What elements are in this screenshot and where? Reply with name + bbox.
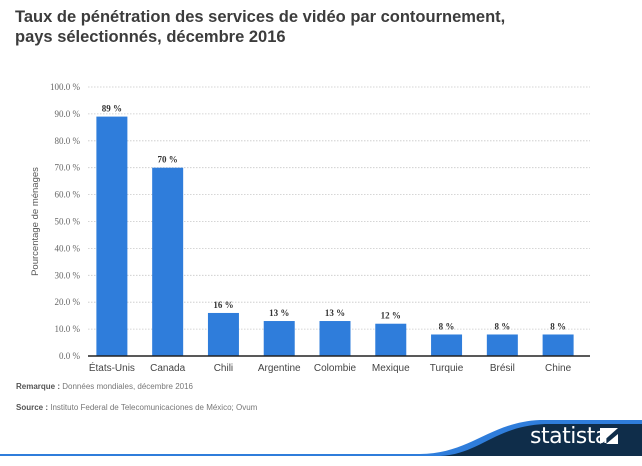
remark-label: Remarque : [16, 382, 61, 391]
chart-title: Taux de pénétration des services de vidé… [15, 7, 615, 47]
statista-logo-text: statista [530, 424, 608, 449]
x-tick-label: États-Unis [89, 361, 135, 374]
bar [96, 116, 128, 356]
x-tick-label: Brésil [490, 363, 515, 374]
bar [431, 334, 463, 356]
data-label: 8 % [439, 321, 455, 331]
bar-chart: 0.0 % 10.0 % 20.0 % 30.0 % 40.0 % 50.0 % 60.0 … [30, 82, 590, 374]
bar [375, 323, 407, 356]
data-label: 89 % [102, 104, 122, 114]
x-tick-label: Turquie [430, 363, 464, 374]
bar [152, 167, 184, 356]
y-tick-label: 90.0 % [55, 109, 81, 119]
x-tick-label: Argentine [258, 363, 301, 374]
data-label: 13 % [269, 308, 289, 318]
y-tick-label: 0.0 % [59, 351, 81, 361]
data-label: 12 % [381, 311, 401, 321]
y-tick-label: 100.0 % [50, 82, 81, 92]
y-axis-label: Pourcentage de ménages [30, 167, 41, 276]
y-tick-label: 40.0 % [55, 243, 81, 253]
statista-footer-banner [0, 420, 642, 456]
remark-note: Remarque : Données mondiales, décembre 2… [16, 382, 193, 391]
bar [486, 334, 518, 356]
y-tick-label: 70.0 % [55, 163, 81, 173]
y-tick-label: 30.0 % [55, 270, 81, 280]
remark-text: Données mondiales, décembre 2016 [62, 382, 193, 391]
y-tick-label: 50.0 % [55, 217, 81, 227]
data-label: 8 % [550, 321, 566, 331]
bar [207, 312, 239, 356]
bar [319, 321, 351, 356]
y-tick-label: 10.0 % [55, 324, 81, 334]
y-tick-label: 80.0 % [55, 136, 81, 146]
x-tick-label: Mexique [372, 363, 410, 374]
x-tick-label: Colombie [314, 363, 357, 374]
x-tick-label: Canada [150, 363, 185, 374]
y-tick-label: 20.0 % [55, 297, 81, 307]
data-label: 16 % [213, 300, 233, 310]
bar [542, 334, 574, 356]
source-note: Source : Instituto Federal de Telecomuni… [16, 403, 257, 412]
y-tick-label: 60.0 % [55, 190, 81, 200]
data-label: 8 % [494, 321, 510, 331]
x-tick-label: Chili [214, 363, 233, 374]
statista-logo-icon [600, 428, 618, 444]
source-label: Source : [16, 403, 49, 412]
chart-title-line-2: pays sélectionnés, décembre 2016 [15, 28, 286, 46]
chart-title-line-1: Taux de pénétration des services de vidé… [15, 8, 506, 26]
x-tick-label: Chine [545, 363, 572, 374]
data-label: 70 % [158, 155, 178, 165]
data-label: 13 % [325, 308, 345, 318]
footer-dark-band [440, 424, 642, 456]
source-text: Instituto Federal de Telecomunicaciones … [50, 403, 258, 412]
bar [263, 321, 295, 356]
